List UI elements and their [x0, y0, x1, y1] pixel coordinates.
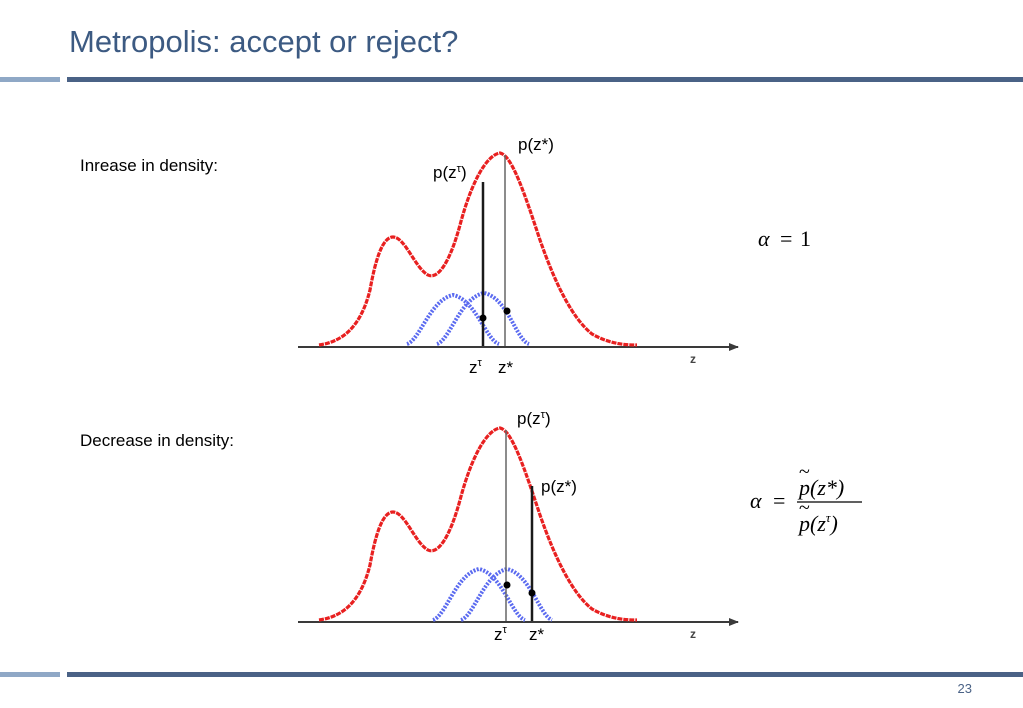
alpha-equals-one-formula: α = 1 — [758, 226, 811, 251]
slide-title: Metropolis: accept or reject? — [69, 24, 459, 59]
alpha-symbol: α — [758, 226, 770, 251]
ratio-denominator: p(zτ) — [797, 510, 838, 536]
increase-proposal-density-current — [405, 292, 501, 346]
increase-target-density — [318, 151, 638, 347]
decrease-current-point — [503, 581, 511, 589]
page-number: 23 — [957, 681, 972, 696]
decrease-density-label: Decrease in density: — [80, 431, 235, 450]
header-rule — [67, 77, 1023, 82]
decrease-current-density-label: p(zτ) — [517, 409, 551, 428]
decrease-tick-current: zτ — [494, 624, 508, 644]
increase-tick-proposed: z* — [498, 358, 514, 377]
header-rule-accent — [0, 77, 60, 82]
decrease-panel-plot: z p(zτ) p(z*) zτ z* — [298, 409, 739, 644]
ratio-numerator: p(z*) — [797, 475, 844, 500]
alpha-ratio-formula: α = ~ p(z*) ~ p(zτ) — [750, 461, 862, 536]
increase-proposal-density-proposed — [436, 290, 531, 346]
increase-proposed-density-label: p(z*) — [518, 135, 554, 154]
increase-panel-plot: z p(zτ) p(z*) zτ z* — [298, 135, 739, 377]
footer-rule-accent — [0, 672, 60, 677]
increase-current-density-label: p(zτ) — [433, 163, 467, 182]
increase-density-label: Inrease in density: — [80, 156, 218, 175]
alpha-value: 1 — [800, 226, 811, 251]
increase-current-point — [479, 314, 487, 322]
equals-sign: = — [780, 226, 792, 251]
footer-rule — [67, 672, 1023, 677]
decrease-tick-proposed: z* — [529, 625, 545, 644]
increase-axis-label: z — [690, 352, 696, 366]
decrease-target-density — [318, 426, 638, 622]
increase-proposed-point — [503, 307, 511, 315]
decrease-proposal-density-current — [431, 566, 527, 622]
decrease-proposed-density-label: p(z*) — [541, 477, 577, 496]
increase-tick-current: zτ — [469, 357, 483, 377]
denominator-tilde: ~ — [799, 497, 810, 519]
decrease-axis-label: z — [690, 627, 696, 641]
decrease-proposal-density-proposed — [459, 566, 554, 622]
alpha-symbol-2: α — [750, 488, 762, 513]
equals-sign-2: = — [773, 488, 785, 513]
decrease-proposed-point — [528, 589, 536, 597]
numerator-tilde: ~ — [799, 461, 810, 483]
